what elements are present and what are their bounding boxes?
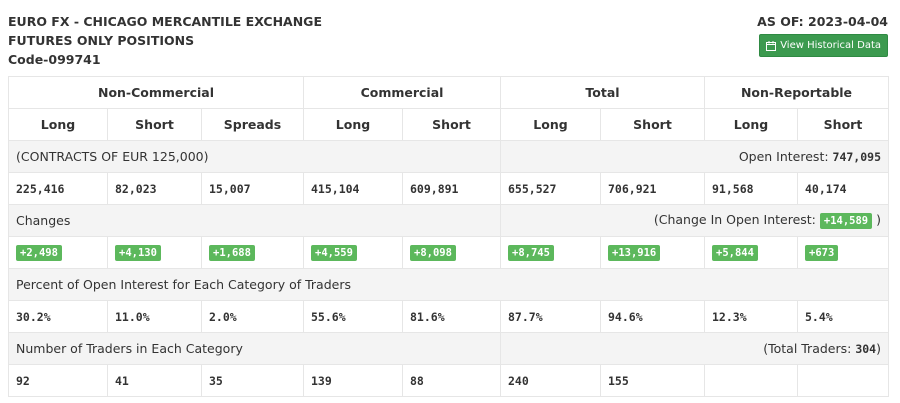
table-cell: 40,174: [797, 172, 889, 205]
table-cell: 5.4%: [797, 300, 889, 333]
table-cell: [704, 364, 798, 397]
col-header: Long: [704, 108, 798, 141]
contracts-label: (CONTRACTS OF EUR 125,000): [8, 140, 501, 173]
table-cell: +5,844: [704, 236, 798, 269]
change-oi-close: ): [872, 212, 881, 227]
change-badge: +13,916: [608, 244, 661, 261]
col-header: Short: [600, 108, 705, 141]
view-historical-data-label: View Historical Data: [780, 40, 881, 51]
percent-row: 30.2% 11.0% 2.0% 55.6% 81.6% 87.7% 94.6%…: [8, 300, 889, 333]
changes-section-row: Changes (Change In Open Interest: +14,58…: [8, 204, 889, 237]
change-open-interest: (Change In Open Interest: +14,589 ): [500, 204, 889, 237]
table-cell: +8,745: [500, 236, 601, 269]
table-cell: +4,130: [107, 236, 202, 269]
title-line-1: EURO FX - CHICAGO MERCANTILE EXCHANGE: [8, 14, 322, 29]
table-cell: +13,916: [600, 236, 705, 269]
traders-label: Number of Traders in Each Category: [8, 332, 501, 365]
change-oi-label: (Change In Open Interest:: [653, 212, 820, 227]
table-cell: 82,023: [107, 172, 202, 205]
percent-label: Percent of Open Interest for Each Catego…: [8, 268, 889, 301]
open-interest-label: Open Interest:: [738, 149, 833, 164]
group-commercial: Commercial: [303, 76, 501, 109]
table-cell: 655,527: [500, 172, 601, 205]
calendar-icon: [766, 40, 777, 51]
change-badge: +5,844: [712, 244, 758, 261]
col-header: Short: [402, 108, 501, 141]
table-cell: +2,498: [8, 236, 108, 269]
col-header: Long: [8, 108, 108, 141]
change-badge: +4,559: [311, 244, 357, 261]
as-of-date: AS OF: 2023-04-04: [757, 14, 888, 29]
col-header: Long: [303, 108, 403, 141]
cot-positions-table: Non-Commercial Commercial Total Non-Repo…: [8, 76, 889, 397]
report-title: EURO FX - CHICAGO MERCANTILE EXCHANGE FU…: [8, 12, 322, 69]
report-meta: AS OF: 2023-04-04 View Historical Data: [757, 12, 888, 57]
percent-section-row: Percent of Open Interest for Each Catego…: [8, 268, 889, 301]
group-total: Total: [500, 76, 705, 109]
change-badge: +1,688: [209, 244, 255, 261]
table-cell: 55.6%: [303, 300, 403, 333]
positions-row: 225,416 82,023 15,007 415,104 609,891 65…: [8, 172, 889, 205]
group-header-row: Non-Commercial Commercial Total Non-Repo…: [8, 76, 889, 109]
col-header: Long: [500, 108, 601, 141]
contracts-section-row: (CONTRACTS OF EUR 125,000) Open Interest…: [8, 140, 889, 173]
table-cell: 92: [8, 364, 108, 397]
table-cell: [797, 364, 889, 397]
col-header: Short: [107, 108, 202, 141]
view-historical-data-button[interactable]: View Historical Data: [759, 34, 888, 57]
group-non-commercial: Non-Commercial: [8, 76, 304, 109]
col-header: Short: [797, 108, 889, 141]
change-badge: +4,130: [115, 244, 161, 261]
total-traders-value: 304: [855, 342, 877, 356]
table-cell: 35: [201, 364, 304, 397]
change-badge: +8,745: [508, 244, 554, 261]
table-cell: 240: [500, 364, 601, 397]
table-cell: 225,416: [8, 172, 108, 205]
table-cell: 30.2%: [8, 300, 108, 333]
table-cell: +8,098: [402, 236, 501, 269]
table-cell: +673: [797, 236, 889, 269]
table-cell: +4,559: [303, 236, 403, 269]
traders-row: 92 41 35 139 88 240 155: [8, 364, 889, 397]
report-code: Code-099741: [8, 52, 101, 67]
title-line-2: FUTURES ONLY POSITIONS: [8, 33, 195, 48]
col-header: Spreads: [201, 108, 304, 141]
change-oi-badge: +14,589: [819, 213, 873, 229]
table-cell: 155: [600, 364, 705, 397]
table-cell: 139: [303, 364, 403, 397]
open-interest-value: 747,095: [832, 150, 881, 164]
table-cell: 41: [107, 364, 202, 397]
table-cell: 415,104: [303, 172, 403, 205]
table-cell: 609,891: [402, 172, 501, 205]
changes-label: Changes: [8, 204, 501, 237]
table-cell: 706,921: [600, 172, 705, 205]
open-interest: Open Interest: 747,095: [500, 140, 889, 173]
traders-section-row: Number of Traders in Each Category (Tota…: [8, 332, 889, 365]
total-traders: (Total Traders: 304): [500, 332, 889, 365]
table-cell: 12.3%: [704, 300, 798, 333]
table-cell: 88: [402, 364, 501, 397]
table-cell: 11.0%: [107, 300, 202, 333]
group-non-reportable: Non-Reportable: [704, 76, 889, 109]
table-cell: 81.6%: [402, 300, 501, 333]
table-cell: 94.6%: [600, 300, 705, 333]
table-cell: 2.0%: [201, 300, 304, 333]
total-traders-close: ): [876, 341, 881, 356]
change-badge: +2,498: [16, 244, 62, 261]
change-badge: +8,098: [410, 244, 456, 261]
table-cell: 87.7%: [500, 300, 601, 333]
changes-row: +2,498 +4,130 +1,688 +4,559 +8,098 +8,74…: [8, 236, 889, 269]
table-cell: 15,007: [201, 172, 304, 205]
total-traders-label: (Total Traders:: [763, 341, 856, 356]
table-cell: 91,568: [704, 172, 798, 205]
table-cell: +1,688: [201, 236, 304, 269]
change-badge: +673: [805, 244, 839, 261]
column-header-row: Long Short Spreads Long Short Long Short…: [8, 108, 889, 141]
